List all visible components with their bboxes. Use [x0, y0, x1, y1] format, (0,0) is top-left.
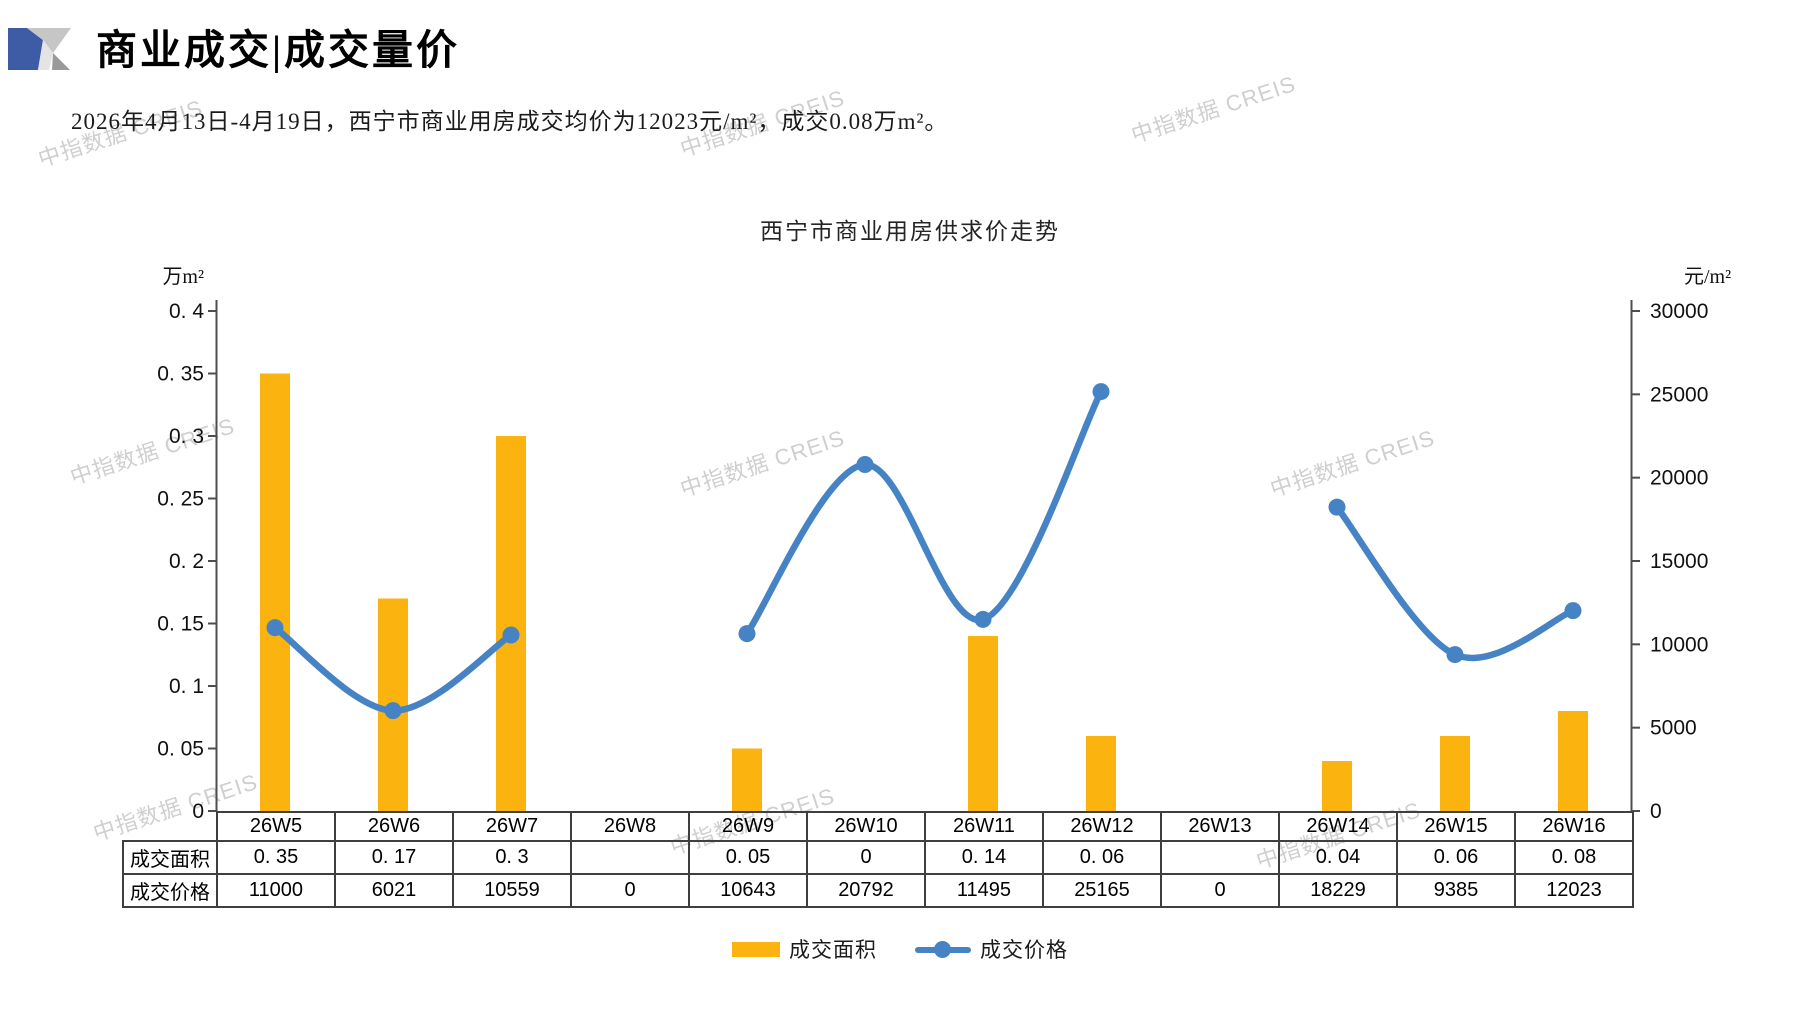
table-value-cell — [1160, 840, 1280, 875]
left-axis-tick-label: 0. 35 — [157, 363, 204, 386]
table-value-cell: 0. 05 — [688, 840, 808, 875]
right-axis-tick-label: 10000 — [1650, 633, 1708, 656]
table-value-cell: 12023 — [1514, 873, 1634, 908]
left-axis-tick-label: 0. 25 — [157, 488, 204, 511]
table-value-cell: 0. 3 — [452, 840, 572, 875]
creis-logo-icon — [8, 28, 71, 70]
left-axis-tick-label: 0. 3 — [169, 425, 204, 448]
table-value-cell: 0. 06 — [1396, 840, 1516, 875]
week-header-cell: 26W16 — [1514, 811, 1634, 842]
table-value-cell: 0 — [806, 840, 926, 875]
left-axis-tick-label: 0. 15 — [157, 613, 204, 636]
week-header-cell: 26W12 — [1042, 811, 1162, 842]
table-value-cell: 0. 04 — [1278, 840, 1398, 875]
week-header-cell: 26W11 — [924, 811, 1044, 842]
chart-data-table: 26W5 26W6 26W7 26W8 26W9 26W10 26W11 26W12 26W13… — [122, 811, 1634, 908]
price-point-marker — [384, 702, 402, 720]
table-value-cell — [570, 840, 690, 875]
page-title: 商业成交|成交量价 — [96, 27, 461, 73]
week-header-cell: 26W10 — [806, 811, 926, 842]
table-value-cell: 18229 — [1278, 873, 1398, 908]
table-value-cell: 0. 17 — [334, 840, 454, 875]
table-value-cell: 0 — [1160, 873, 1280, 908]
left-axis-tick-label: 0. 05 — [157, 738, 204, 761]
table-value-cell: 0 — [570, 873, 690, 908]
price-legend-label: 成交价格 — [980, 938, 1068, 962]
right-axis-tick-label: 15000 — [1650, 550, 1708, 573]
area-bar-26W16 — [1558, 711, 1588, 811]
price-line-segment — [743, 388, 1105, 637]
table-value-cell: 25165 — [1042, 873, 1162, 908]
week-header-cell: 26W13 — [1160, 811, 1280, 842]
left-axis-unit: 万m² — [162, 266, 204, 288]
week-header-cell: 26W5 — [216, 811, 336, 842]
table-value-cell: 20792 — [806, 873, 926, 908]
left-axis-tick-label: 0 — [192, 800, 204, 823]
week-header-cell: 26W14 — [1278, 811, 1398, 842]
price-point-marker — [1564, 602, 1582, 620]
price-point-marker — [1092, 383, 1110, 401]
table-value-cell: 10559 — [452, 873, 572, 908]
area-bar-26W7 — [496, 436, 526, 811]
table-value-cell: 0. 35 — [216, 840, 336, 875]
week-header-cell: 26W7 — [452, 811, 572, 842]
chart-title: 西宁市商业用房供求价走势 — [760, 219, 1060, 244]
logo-lightgray-shape — [27, 28, 71, 53]
table-value-cell: 0. 06 — [1042, 840, 1162, 875]
area-bar-26W15 — [1440, 736, 1470, 811]
price-legend-dot — [934, 940, 951, 958]
left-axis-tick-label: 0. 2 — [169, 550, 204, 573]
price-line-segment — [1333, 503, 1577, 662]
chart-legend: 成交面积 成交价格 — [732, 934, 1068, 964]
area-bar-26W5 — [260, 373, 290, 811]
price-legend-marker — [915, 940, 971, 958]
subtitle: 2026年4月13日-4月19日，西宁市商业用房成交均价为12023元/m²，成… — [71, 109, 949, 134]
left-axis-tick-label: 0. 1 — [169, 675, 204, 698]
table-corner-empty — [123, 812, 217, 841]
week-header-cell: 26W6 — [334, 811, 454, 842]
table-value-cell: 6021 — [334, 873, 454, 908]
table-value-cell: 9385 — [1396, 873, 1516, 908]
week-header-cell: 26W9 — [688, 811, 808, 842]
area-bar-26W12 — [1086, 736, 1116, 811]
table-value-cell: 10643 — [688, 873, 808, 908]
right-axis-tick-label: 5000 — [1650, 717, 1697, 740]
area-legend-swatch — [732, 941, 780, 957]
logo-blue-shape — [8, 28, 43, 70]
table-row-label: 成交价格 — [122, 873, 218, 908]
area-legend-label: 成交面积 — [789, 938, 877, 962]
right-axis-tick-label: 25000 — [1650, 383, 1708, 406]
price-point-marker — [974, 610, 992, 628]
right-axis-tick-label: 0 — [1650, 800, 1662, 823]
price-point-marker — [502, 626, 520, 644]
table-value-cell: 11000 — [216, 873, 336, 908]
area-bar-26W14 — [1322, 761, 1352, 811]
price-point-marker — [266, 619, 284, 637]
table-value-cell: 11495 — [924, 873, 1044, 908]
table-value-cell: 0. 14 — [924, 840, 1044, 875]
right-axis-tick-label: 30000 — [1650, 300, 1708, 323]
values-table: 26W5 26W6 26W7 26W8 26W9 26W10 26W11 26W12 26W13… — [122, 811, 1634, 908]
right-axis-tick-label: 20000 — [1650, 467, 1708, 490]
area-bar-26W11 — [968, 636, 998, 811]
logo-midgray-shape — [52, 53, 70, 70]
week-header-cell: 26W15 — [1396, 811, 1516, 842]
right-axis-unit: 元/m² — [1684, 266, 1731, 288]
price-point-marker — [738, 625, 756, 643]
week-header-cell: 26W8 — [570, 811, 690, 842]
price-point-marker — [1328, 498, 1346, 516]
price-point-marker — [1446, 646, 1464, 664]
area-bar-26W9 — [732, 748, 762, 811]
left-axis-tick-label: 0. 4 — [169, 300, 204, 323]
table-value-cell: 0. 08 — [1514, 840, 1634, 875]
price-point-marker — [856, 455, 874, 473]
table-row-label: 成交面积 — [122, 840, 218, 875]
logo-palegray-shape — [38, 40, 53, 70]
